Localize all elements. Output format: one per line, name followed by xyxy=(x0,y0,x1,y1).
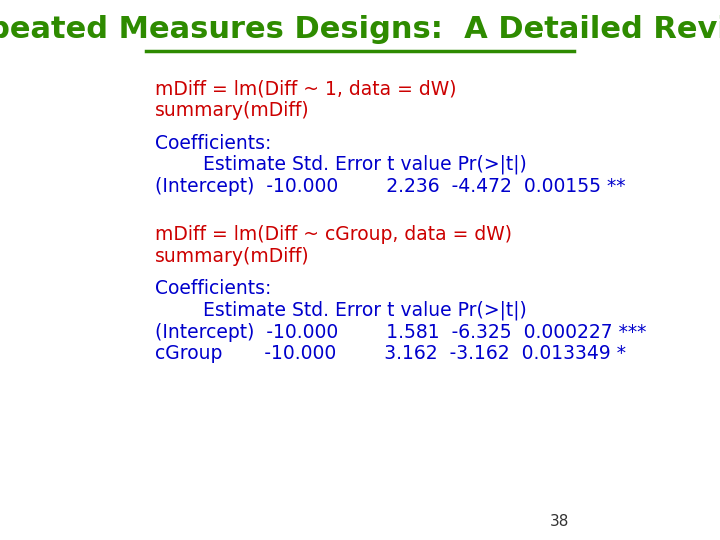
Text: Estimate Std. Error t value Pr(>|t|): Estimate Std. Error t value Pr(>|t|) xyxy=(155,301,527,320)
Text: (Intercept)  -10.000        1.581  -6.325  0.000227 ***: (Intercept) -10.000 1.581 -6.325 0.00022… xyxy=(155,322,647,342)
Text: summary(mDiff): summary(mDiff) xyxy=(155,247,310,266)
Text: Repeated Measures Designs:  A Detailed Review: Repeated Measures Designs: A Detailed Re… xyxy=(0,15,720,44)
Text: mDiff = lm(Diff ~ cGroup, data = dW): mDiff = lm(Diff ~ cGroup, data = dW) xyxy=(155,225,512,245)
Text: Coefficients:: Coefficients: xyxy=(155,279,271,299)
Text: (Intercept)  -10.000        2.236  -4.472  0.00155 **: (Intercept) -10.000 2.236 -4.472 0.00155… xyxy=(155,177,626,196)
Text: 38: 38 xyxy=(550,514,570,529)
Text: Coefficients:: Coefficients: xyxy=(155,133,271,153)
Text: mDiff = lm(Diff ~ 1, data = dW): mDiff = lm(Diff ~ 1, data = dW) xyxy=(155,79,456,99)
Text: cGroup       -10.000        3.162  -3.162  0.013349 *: cGroup -10.000 3.162 -3.162 0.013349 * xyxy=(155,344,626,363)
Text: summary(mDiff): summary(mDiff) xyxy=(155,101,310,120)
Text: Estimate Std. Error t value Pr(>|t|): Estimate Std. Error t value Pr(>|t|) xyxy=(155,155,527,174)
